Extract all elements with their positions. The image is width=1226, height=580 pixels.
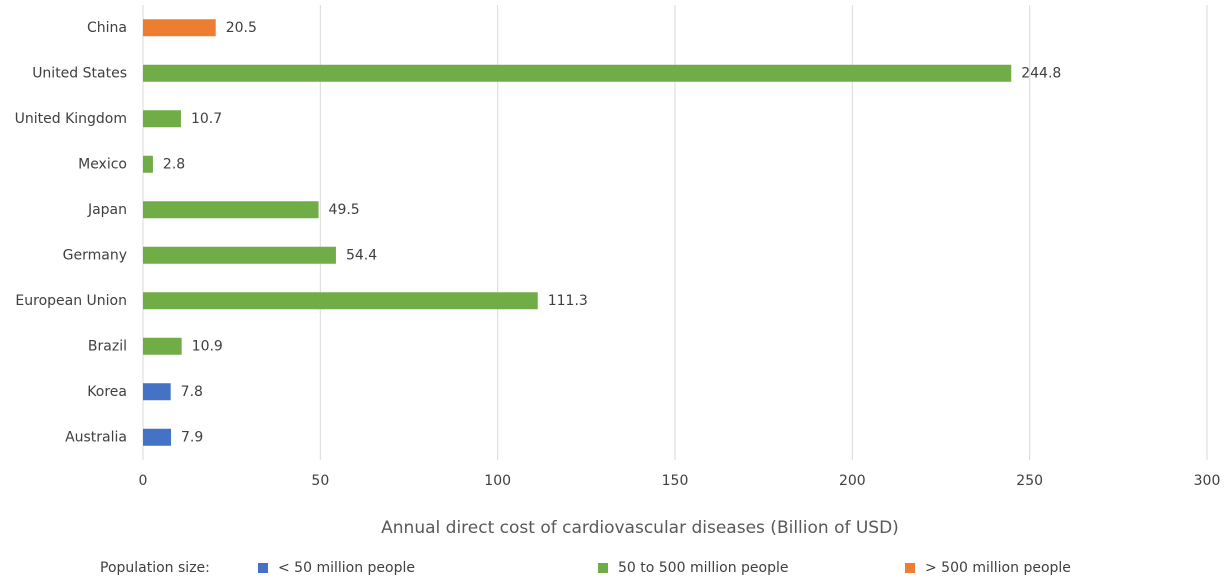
y-tick-label: United States — [32, 65, 127, 81]
legend-title: Population size: — [100, 560, 210, 576]
data-label: 2.8 — [163, 156, 185, 172]
data-label: 244.8 — [1021, 65, 1061, 81]
bar — [143, 64, 1012, 82]
y-tick-label: China — [87, 20, 127, 36]
x-tick-label: 200 — [839, 473, 866, 489]
bar — [143, 201, 319, 219]
x-axis-title: Annual direct cost of cardiovascular dis… — [381, 518, 899, 538]
legend-swatch — [905, 563, 915, 573]
bar — [143, 337, 182, 355]
bar — [143, 428, 172, 446]
legend-label: 50 to 500 million people — [618, 560, 788, 576]
y-tick-label: Korea — [87, 384, 127, 400]
legend-label: > 500 million people — [925, 560, 1071, 576]
y-tick-label: Mexico — [78, 156, 127, 172]
bar — [143, 19, 216, 37]
x-tick-label: 50 — [311, 473, 329, 489]
x-tick-label: 100 — [484, 473, 511, 489]
data-label: 20.5 — [226, 20, 257, 36]
data-label: 54.4 — [346, 247, 377, 263]
x-tick-label: 0 — [139, 473, 148, 489]
y-tick-label: Australia — [65, 429, 127, 445]
bar — [143, 246, 336, 264]
data-label: 111.3 — [548, 293, 588, 309]
bar — [143, 155, 153, 173]
legend-swatch — [258, 563, 268, 573]
data-label: 10.7 — [191, 111, 222, 127]
y-tick-label: European Union — [15, 293, 127, 309]
x-tick-label: 150 — [662, 473, 689, 489]
x-tick-label: 300 — [1194, 473, 1221, 489]
data-label: 7.8 — [181, 384, 203, 400]
y-tick-label: Germany — [63, 247, 127, 263]
bar — [143, 110, 181, 128]
y-tick-label: Brazil — [88, 338, 127, 354]
data-label: 10.9 — [192, 338, 223, 354]
bar — [143, 383, 171, 401]
data-label: 49.5 — [329, 202, 360, 218]
y-tick-label: United Kingdom — [15, 111, 127, 127]
y-tick-label: Japan — [87, 202, 127, 218]
bar — [143, 292, 538, 310]
legend-swatch — [598, 563, 608, 573]
data-label: 7.9 — [181, 429, 203, 445]
x-tick-label: 250 — [1016, 473, 1043, 489]
legend-label: < 50 million people — [278, 560, 415, 576]
